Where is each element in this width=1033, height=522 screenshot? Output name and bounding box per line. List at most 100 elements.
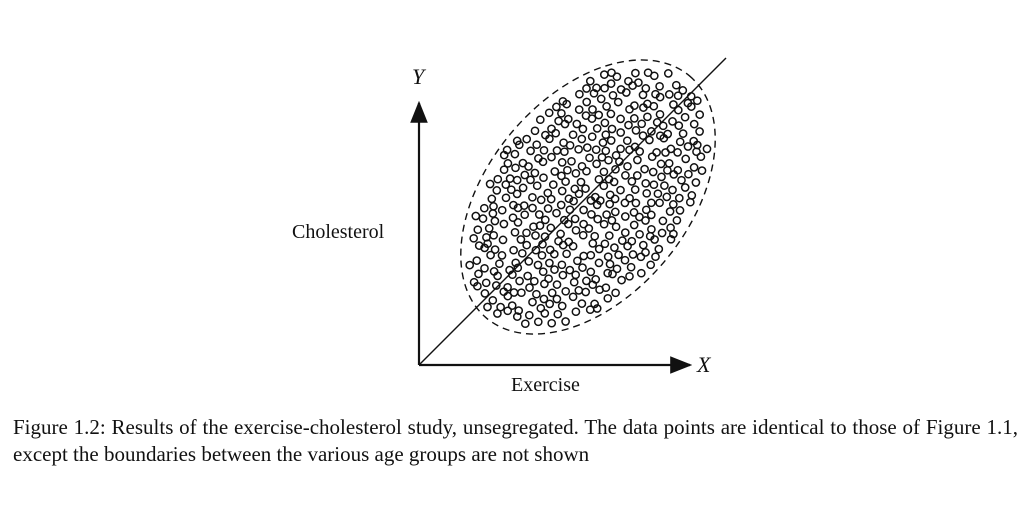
scatter-point — [524, 162, 533, 171]
scatter-point — [545, 134, 554, 144]
scatter-point — [520, 170, 530, 180]
scatter-point — [515, 276, 524, 286]
scatter-point — [516, 235, 526, 244]
scatter-point — [552, 102, 561, 112]
scatter-point — [528, 203, 537, 213]
scatter-point — [674, 193, 684, 203]
scatter-point — [668, 185, 677, 195]
scatter-point — [622, 136, 632, 146]
scatter-point — [556, 200, 566, 210]
scatter-point — [571, 307, 581, 317]
scatter-point — [615, 157, 624, 166]
scatter-point — [689, 119, 699, 129]
scatter-point — [508, 213, 518, 223]
scatter-point — [487, 194, 497, 204]
scatter-point — [606, 109, 616, 119]
scatter-point — [669, 229, 678, 239]
scatter-point — [581, 287, 591, 297]
scatter-point — [647, 127, 656, 136]
scatter-point — [586, 267, 596, 277]
scatter-point — [649, 180, 659, 190]
x-axis-label: Exercise — [511, 374, 580, 396]
scatter-point — [602, 210, 611, 219]
scatter-point — [641, 84, 651, 93]
scatter-point — [562, 99, 572, 109]
scatter-point — [604, 231, 614, 240]
scatter-point — [563, 219, 573, 229]
scatter-point — [621, 88, 631, 97]
scatter-point — [663, 69, 673, 78]
scatter-point — [582, 97, 592, 107]
scatter-point — [503, 291, 513, 301]
scatter-point — [581, 184, 590, 193]
scatter-point — [488, 295, 498, 305]
scatter-point — [673, 148, 682, 157]
scatter-point — [590, 299, 599, 309]
scatter-point — [511, 163, 520, 173]
scatter-point — [602, 102, 611, 111]
scatter-point — [574, 105, 584, 114]
scatter-point — [545, 245, 555, 255]
scatter-point — [684, 169, 693, 179]
scatter-point — [649, 101, 659, 111]
scatter-point — [535, 221, 545, 230]
data-ellipse-boundary — [460, 59, 716, 335]
scatter-point — [613, 97, 623, 107]
scatter-point — [539, 294, 549, 304]
y-axis-label: Cholesterol — [292, 221, 385, 243]
scatter-point — [499, 165, 509, 175]
scatter-point — [540, 232, 550, 241]
scatter-point — [528, 297, 537, 307]
scatter-point — [647, 152, 657, 162]
scatter-point — [678, 86, 688, 95]
scatter-point — [546, 223, 556, 233]
scatter-point — [545, 299, 555, 309]
scatter-point — [499, 219, 509, 229]
scatter-point — [479, 203, 489, 213]
scatter-point — [607, 124, 617, 134]
scatter-point — [489, 202, 498, 211]
scatter-point — [557, 186, 567, 196]
scatter-point — [547, 318, 557, 328]
scatter-point — [517, 288, 526, 298]
scatter-point — [594, 174, 604, 184]
scatter-point — [591, 275, 601, 284]
scatter-point — [471, 211, 481, 221]
scatter-point — [545, 258, 554, 268]
scatter-point — [481, 278, 491, 288]
scatter-point — [585, 153, 594, 163]
scatter-point — [571, 225, 581, 235]
scatter-point — [695, 110, 705, 119]
scatter-point — [668, 200, 678, 209]
scatter-point — [495, 259, 504, 269]
scatter-point — [564, 194, 574, 204]
scatter-point — [697, 166, 707, 175]
scatter-point — [616, 114, 625, 124]
scatter-point — [484, 224, 494, 233]
scatter-point — [503, 159, 513, 168]
scatter-point — [576, 177, 586, 187]
scatter-point — [519, 201, 529, 210]
scatter-point — [469, 233, 479, 243]
scatter-point — [624, 76, 633, 86]
scatter-point — [522, 134, 532, 144]
scatter-point — [671, 80, 681, 90]
scatter-point — [532, 181, 542, 191]
scatter-point — [572, 119, 582, 129]
x-axis-letter: X — [696, 352, 712, 377]
scatter-point — [574, 144, 583, 154]
scatter-point — [540, 215, 550, 225]
scatter-point — [646, 198, 656, 208]
scatter-point — [551, 128, 561, 138]
scatter-point — [647, 224, 656, 234]
scatter-point — [628, 250, 638, 259]
scatter-point — [483, 239, 492, 249]
scatter-point — [561, 286, 571, 296]
scatter-point — [648, 167, 658, 177]
scatter-point — [643, 112, 652, 122]
scatter-point — [625, 271, 634, 281]
scatter-point — [640, 164, 649, 174]
scatter-point — [578, 124, 588, 134]
scatter-point — [634, 78, 643, 87]
scatter-point — [686, 91, 696, 101]
